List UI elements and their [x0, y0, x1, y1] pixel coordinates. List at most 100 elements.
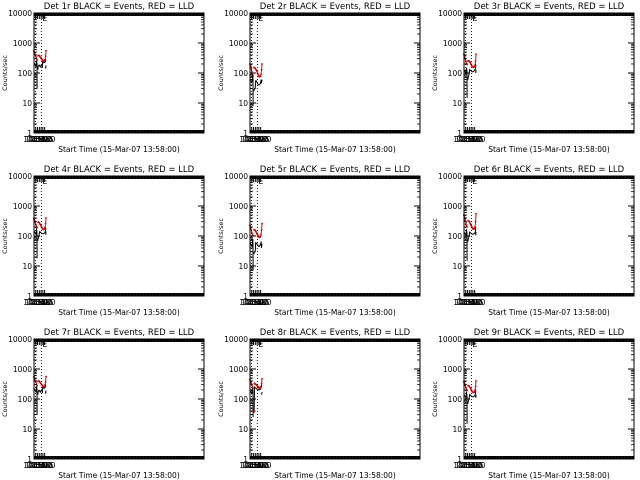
x-tick-label: 15:30 — [464, 298, 486, 307]
x-tick-label: 14:15 — [25, 461, 47, 470]
y-axis-label: Counts/sec — [1, 218, 9, 254]
x-tick-label: 14:45 — [459, 135, 481, 144]
x-tick-label: 15:15 — [32, 135, 54, 144]
lld-point — [44, 384, 46, 386]
lld-point — [43, 228, 46, 231]
x-tick-label: 15:00 — [30, 135, 52, 144]
panel-det-5: Det 5r BLACK = Events, RED = LLDE1101001… — [217, 165, 421, 317]
x-tick-label: 14:30 — [243, 135, 265, 144]
y-tick-label: 10 — [238, 262, 248, 271]
panel-det-8: Det 8r BLACK = Events, RED = LLDE1101001… — [217, 328, 421, 480]
y-tick-label: 100 — [18, 395, 33, 404]
x-tick-label: 14:45 — [29, 135, 51, 144]
x-tick-label: 14:15 — [25, 135, 47, 144]
lld-point — [474, 60, 477, 62]
x-tick-label: 14:45 — [245, 135, 267, 144]
lld-point — [35, 55, 37, 58]
y-tick-label: 1 — [243, 292, 248, 301]
y-tick-label: 1 — [457, 129, 462, 138]
lld-point — [255, 231, 258, 234]
lld-point — [464, 219, 467, 222]
lld-point — [474, 64, 476, 67]
x-tick-label: 14:15 — [455, 298, 477, 307]
panel-title: Det 3r BLACK = Events, RED = LLD — [474, 2, 625, 12]
y-tick-label: 10000 — [8, 335, 32, 344]
lld-point — [466, 226, 468, 228]
x-tick-label: 14:00 — [23, 135, 45, 144]
x-tick-label: 15:00 — [30, 461, 52, 470]
x-tick-label: 15:15 — [32, 461, 54, 470]
y-tick-label: 100 — [448, 232, 463, 241]
x-tick-label: 14:00 — [453, 135, 475, 144]
y-tick-label: 10000 — [224, 9, 248, 18]
panel-title: Det 6r BLACK = Events, RED = LLD — [474, 165, 625, 175]
x-tick-label: 15:15 — [32, 298, 54, 307]
lld-point — [473, 66, 476, 68]
lld-point — [474, 220, 477, 223]
series-events-segment — [467, 63, 477, 80]
panel-title: Det 7r BLACK = Events, RED = LLD — [44, 328, 195, 338]
x-tick-label: 14:15 — [25, 298, 47, 307]
x-axis-label: Start Time (15-Mar-07 13:58:00) — [488, 308, 610, 317]
lld-point — [260, 73, 262, 76]
x-tick-label: 15:15 — [462, 298, 484, 307]
series-events-segment — [253, 241, 262, 255]
x-tick-label: 14:45 — [459, 298, 481, 307]
y-axis-label: Counts/sec — [1, 55, 9, 91]
lld-point — [250, 67, 253, 70]
series-events-segment — [41, 58, 47, 68]
x-tick-label: 14:45 — [245, 298, 267, 307]
lld-point — [259, 75, 262, 78]
lld-point — [44, 222, 47, 225]
y-tick-label: 10 — [452, 99, 462, 108]
y-tick-label: 10000 — [8, 9, 32, 18]
y-tick-label: 100 — [18, 232, 33, 241]
y-tick-label: 10 — [22, 262, 32, 271]
x-tick-label: 15:15 — [462, 135, 484, 144]
x-axis-label: Start Time (15-Mar-07 13:58:00) — [58, 145, 180, 154]
x-tick-label: 14:15 — [241, 135, 263, 144]
y-tick-label: 100 — [18, 69, 33, 78]
panel-det-6: Det 6r BLACK = Events, RED = LLDE1101001… — [431, 165, 635, 317]
y-tick-label: 10 — [22, 425, 32, 434]
plot-frame — [33, 175, 205, 297]
lld-point — [44, 58, 46, 61]
y-tick-label: 1000 — [229, 202, 248, 211]
y-axis-label: Counts/sec — [217, 218, 225, 254]
series-events-segment — [260, 241, 263, 248]
lld-point — [465, 222, 467, 225]
lld-point — [45, 49, 47, 52]
y-tick-label: 100 — [448, 69, 463, 78]
x-axis-label: Start Time (15-Mar-07 13:58:00) — [274, 308, 396, 317]
panel-det-4: Det 4r BLACK = Events, RED = LLDE1101001… — [1, 165, 205, 317]
plot-frame — [33, 338, 205, 460]
y-tick-label: 1000 — [229, 39, 248, 48]
y-tick-label: 1000 — [13, 365, 32, 374]
lld-point — [261, 222, 263, 225]
lld-point — [469, 222, 472, 225]
panel-det-7: Det 7r BLACK = Events, RED = LLDE1101001… — [1, 328, 205, 480]
x-tick-label: 14:15 — [241, 298, 263, 307]
lld-point — [260, 233, 262, 236]
panel-det-1: Det 1r BLACK = Events, RED = LLDE1101001… — [1, 2, 205, 154]
x-tick-label: 14:30 — [457, 135, 479, 144]
y-axis-label: Counts/sec — [431, 218, 439, 254]
y-tick-label: 1000 — [13, 39, 32, 48]
x-tick-label: 14:30 — [27, 135, 49, 144]
x-tick-label: 15:30 — [34, 298, 56, 307]
panel-title: Det 4r BLACK = Events, RED = LLD — [44, 165, 195, 175]
x-tick-label: 15:00 — [246, 298, 268, 307]
x-tick-label: 15:00 — [246, 135, 268, 144]
x-tick-label: 15:15 — [248, 298, 270, 307]
plot-frame — [249, 12, 421, 134]
lld-point — [44, 55, 47, 58]
y-tick-label: 10 — [452, 262, 462, 271]
x-tick-label: 15:30 — [250, 135, 272, 144]
x-tick-label: 14:00 — [23, 461, 45, 470]
y-tick-label: 10000 — [438, 9, 462, 18]
lld-point — [251, 70, 253, 73]
x-tick-label: 15:30 — [34, 461, 56, 470]
x-tick-label: 14:00 — [453, 298, 475, 307]
panel-det-2: Det 2r BLACK = Events, RED = LLDE1101001… — [217, 2, 421, 154]
lld-point — [261, 63, 263, 65]
